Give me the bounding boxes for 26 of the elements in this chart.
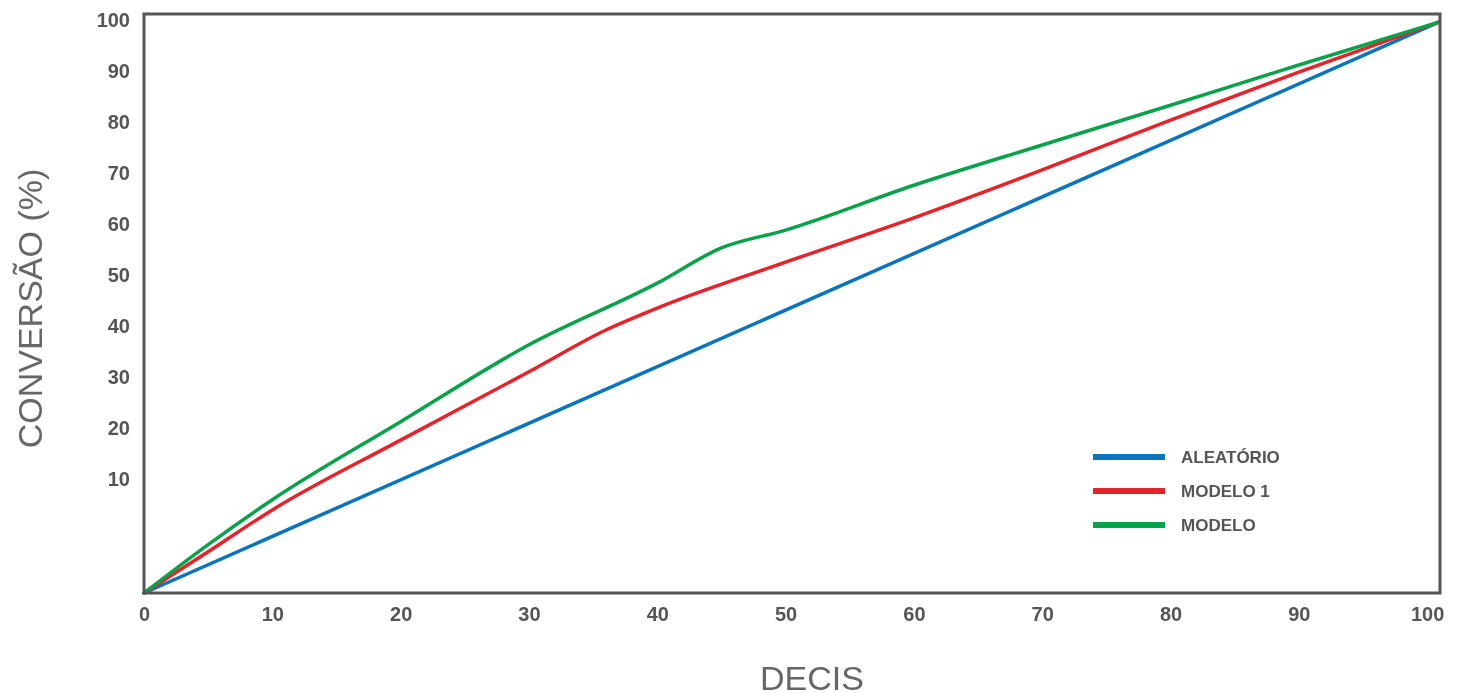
- x-tick-label: 70: [1031, 603, 1054, 626]
- legend-label: MODELO 1: [1181, 482, 1270, 501]
- x-axis-title: DECIS: [760, 659, 864, 693]
- x-tick-label: 100: [1410, 603, 1445, 626]
- y-axis-title: CONVERSÃO (%): [11, 168, 49, 449]
- x-tick-label: 30: [518, 603, 541, 626]
- y-tick-label: 80: [107, 110, 130, 133]
- legend-label: MODELO: [1181, 516, 1256, 535]
- x-tick-label: 60: [903, 603, 926, 626]
- legend-label: ALEATÓRIO: [1181, 448, 1280, 467]
- y-tick-label: 100: [96, 9, 130, 32]
- y-tick-label: 60: [107, 212, 130, 235]
- y-tick-label: 40: [107, 314, 130, 337]
- x-tick-label: 50: [774, 603, 798, 626]
- y-tick-label: 90: [107, 59, 130, 82]
- x-tick-label: 20: [390, 603, 413, 626]
- x-tick-label: 90: [1288, 603, 1311, 626]
- y-tick-label: 30: [107, 365, 130, 388]
- y-tick-label: 10: [107, 467, 130, 490]
- x-tick-label: 40: [646, 603, 669, 626]
- x-tick-label: 10: [261, 603, 284, 626]
- y-tick-label: 70: [107, 161, 130, 184]
- y-tick-label: 20: [107, 416, 130, 439]
- x-tick-label: 80: [1159, 603, 1183, 626]
- x-tick-label: 0: [138, 603, 151, 626]
- y-tick-label: 50: [107, 263, 130, 286]
